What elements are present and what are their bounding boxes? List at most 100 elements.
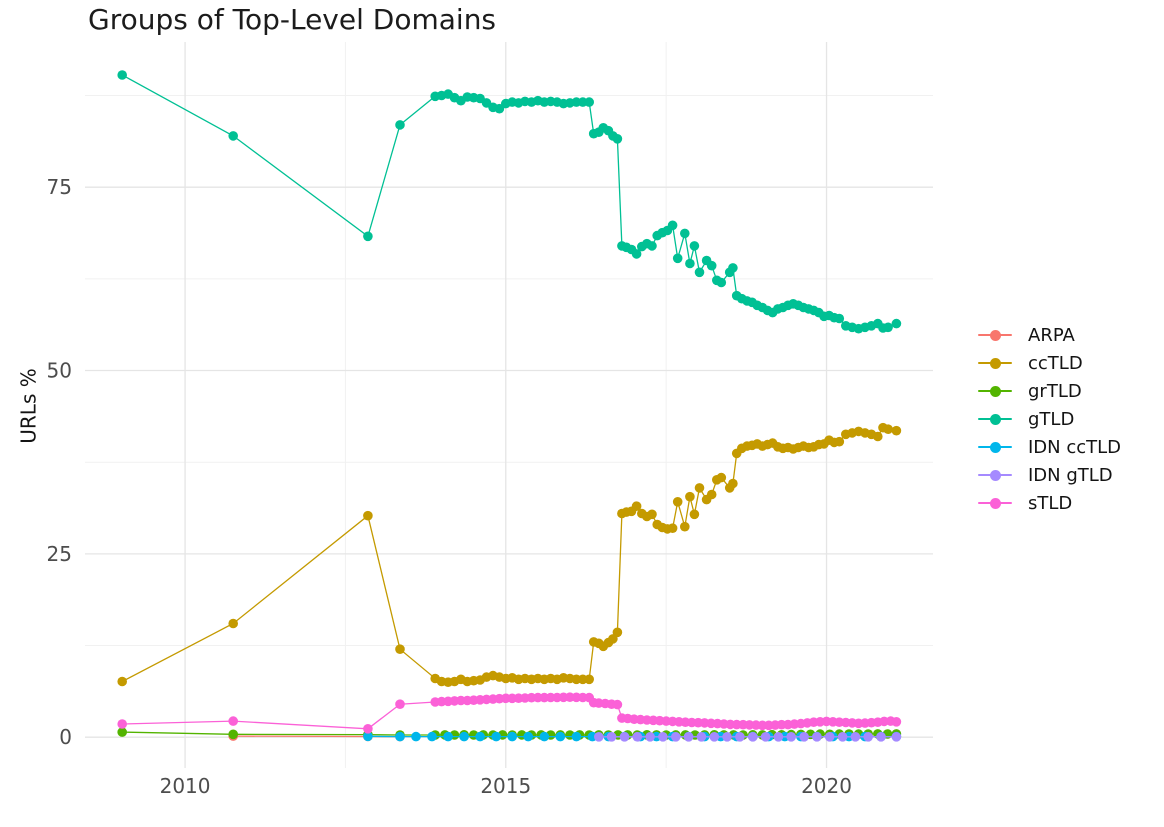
data-point bbox=[645, 732, 655, 742]
series-stld bbox=[117, 692, 902, 734]
legend-item-gtld: gTLD bbox=[978, 405, 1121, 433]
data-point bbox=[667, 523, 678, 533]
legend-key-icon bbox=[978, 413, 1012, 425]
data-point bbox=[716, 472, 727, 483]
data-point bbox=[716, 277, 727, 288]
data-point bbox=[799, 732, 809, 742]
data-point bbox=[494, 103, 505, 114]
legend-label: grTLD bbox=[1028, 380, 1082, 402]
series-gtld bbox=[117, 70, 902, 334]
data-point bbox=[696, 732, 707, 742]
y-tick-label: 0 bbox=[59, 725, 72, 749]
data-point bbox=[117, 676, 127, 687]
data-point bbox=[117, 727, 127, 737]
legend-dot-swatch bbox=[990, 330, 1001, 341]
legend-key-icon bbox=[978, 469, 1012, 481]
legend-label: sTLD bbox=[1028, 492, 1073, 514]
data-point bbox=[632, 732, 643, 742]
data-point bbox=[459, 731, 469, 742]
tick-labels: 2010 2015 2020 0 25 50 75 bbox=[47, 175, 852, 798]
series-cctld bbox=[117, 422, 902, 687]
data-point bbox=[786, 732, 796, 742]
data-point bbox=[363, 231, 373, 242]
data-point bbox=[606, 732, 617, 742]
data-point bbox=[523, 731, 533, 742]
data-point bbox=[689, 241, 700, 251]
y-tick-label: 50 bbox=[47, 359, 72, 383]
data-point bbox=[834, 313, 845, 324]
series-line bbox=[121, 74, 897, 330]
data-point bbox=[672, 497, 683, 507]
data-point bbox=[584, 97, 594, 107]
legend-item-cctld: ccTLD bbox=[978, 349, 1121, 377]
data-point bbox=[728, 478, 738, 489]
data-point bbox=[876, 732, 886, 742]
data-point bbox=[694, 483, 705, 493]
data-point bbox=[680, 228, 690, 239]
data-point bbox=[671, 732, 681, 742]
data-point bbox=[812, 732, 822, 742]
legend-item-stld: sTLD bbox=[978, 489, 1121, 517]
legend-label: ARPA bbox=[1028, 324, 1075, 346]
data-point bbox=[672, 253, 683, 264]
legend-label: IDN ccTLD bbox=[1028, 436, 1122, 458]
y-tick-label: 75 bbox=[47, 175, 72, 199]
data-point bbox=[631, 501, 642, 512]
legend-dot-swatch bbox=[990, 358, 1001, 369]
data-point bbox=[228, 618, 238, 629]
data-point bbox=[873, 431, 883, 442]
data-point bbox=[555, 731, 566, 742]
legend-dot-swatch bbox=[990, 386, 1001, 397]
data-point bbox=[722, 732, 732, 742]
data-point bbox=[228, 716, 238, 726]
data-point bbox=[363, 724, 373, 734]
data-point bbox=[117, 70, 127, 80]
data-point bbox=[228, 131, 238, 141]
data-point bbox=[863, 732, 873, 742]
data-point bbox=[395, 731, 405, 742]
data-point bbox=[395, 120, 405, 130]
legend-dot-swatch bbox=[990, 498, 1001, 509]
data-point bbox=[685, 491, 695, 502]
data-point bbox=[883, 322, 893, 333]
data-point bbox=[728, 263, 738, 273]
legend-item-idn-cctld: IDN ccTLD bbox=[978, 433, 1121, 461]
legend-dot-swatch bbox=[990, 414, 1001, 425]
data-point bbox=[891, 318, 902, 329]
legend-item-arpa: ARPA bbox=[978, 321, 1121, 349]
legend-item-idn-gtld: IDN gTLD bbox=[978, 461, 1121, 489]
legend-key-icon bbox=[978, 497, 1012, 509]
data-point bbox=[594, 732, 604, 742]
data-point bbox=[683, 732, 694, 742]
grid-minor bbox=[85, 42, 933, 768]
data-point bbox=[363, 731, 373, 742]
data-point bbox=[685, 258, 695, 269]
data-point bbox=[735, 732, 745, 742]
data-point bbox=[706, 260, 717, 271]
data-point bbox=[748, 732, 758, 742]
legend-key-icon bbox=[978, 441, 1012, 453]
y-tick-label: 25 bbox=[47, 542, 72, 566]
grid-major bbox=[85, 42, 933, 768]
data-point bbox=[619, 732, 630, 742]
chart-title: Groups of Top-Level Domains bbox=[88, 3, 497, 36]
legend-label: gTLD bbox=[1028, 408, 1075, 430]
data-point bbox=[689, 509, 700, 520]
data-point bbox=[647, 241, 657, 251]
series-line bbox=[121, 426, 897, 683]
data-point bbox=[507, 731, 517, 742]
data-point bbox=[117, 719, 127, 729]
x-tick-label: 2010 bbox=[160, 774, 211, 798]
x-tick-label: 2015 bbox=[480, 774, 531, 798]
data-point bbox=[891, 717, 902, 727]
data-point bbox=[612, 134, 623, 144]
data-point bbox=[891, 732, 902, 742]
data-point bbox=[411, 731, 421, 742]
legend: ARPA ccTLD grTLD gTLD IDN ccTLD IDN gTLD… bbox=[978, 321, 1121, 517]
data-point bbox=[395, 644, 405, 654]
x-tick-label: 2020 bbox=[801, 774, 852, 798]
data-point bbox=[760, 732, 771, 742]
data-point bbox=[824, 732, 835, 742]
